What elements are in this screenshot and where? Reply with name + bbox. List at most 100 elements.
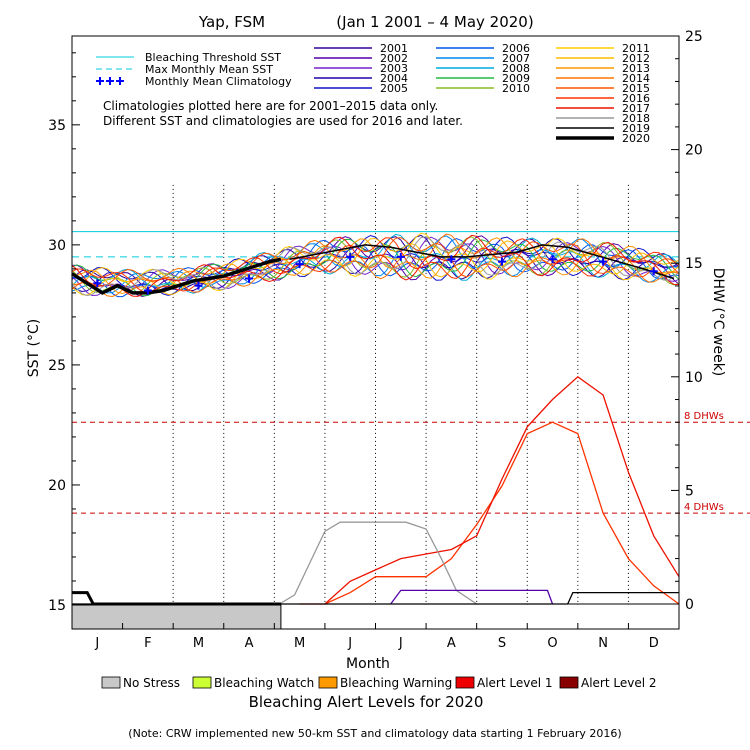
y2-axis-label: DHW (°C week) xyxy=(710,268,726,377)
dhw-line-2001 xyxy=(390,589,554,605)
climatology-point xyxy=(194,281,203,290)
dhw-reference-label: 4 DHWs xyxy=(684,502,724,513)
climatology-legend-label: Monthly Mean Climatology xyxy=(145,75,292,88)
year-legend-label: 2006 xyxy=(502,42,530,55)
y2-tick-label: 20 xyxy=(685,143,703,159)
year-legend-label: 2004 xyxy=(380,72,408,85)
x-tick-label: N xyxy=(598,636,608,651)
sst-line-2010 xyxy=(71,236,680,295)
year-legend-label: 2019 xyxy=(622,122,650,135)
y-tick-label: 25 xyxy=(48,358,66,374)
plot-area: 4 DHWs 8 DHWs 15 20 25 30 35 0 5 10 15 20 25 J F M A M J J A… xyxy=(48,29,750,690)
year-legend-label: 2015 xyxy=(622,82,650,95)
x-tick-label: J xyxy=(94,636,99,651)
alert-legend-swatch xyxy=(559,676,579,689)
dhw-line-2019 xyxy=(72,591,679,605)
x-tick-label: A xyxy=(245,636,254,651)
sst-line-2020 xyxy=(71,257,282,295)
legend-cross xyxy=(106,77,114,85)
y-tick-label: 20 xyxy=(48,478,66,494)
y2-tick-label: 5 xyxy=(685,483,694,499)
x-tick-label: S xyxy=(498,636,506,651)
year-legend-label: 2007 xyxy=(502,52,530,65)
year-legend-label: 2005 xyxy=(380,82,408,95)
sst-line-2012 xyxy=(71,237,680,295)
climatology-point xyxy=(447,255,456,264)
climatology-note-2: Different SST and climatologies are used… xyxy=(103,114,463,128)
alert-legend-swatch xyxy=(101,676,121,689)
x-tick-label: M xyxy=(193,636,204,651)
x-tick-label: J xyxy=(398,636,403,651)
y-tick-label: 30 xyxy=(48,238,66,254)
alert-legend-label: No Stress xyxy=(123,676,180,690)
year-legend-label: 2017 xyxy=(622,102,650,115)
year-legend-label: 2016 xyxy=(622,92,650,105)
x-tick-label: F xyxy=(144,636,151,651)
y-tick-label: 35 xyxy=(48,118,66,134)
x-tick-label: M xyxy=(294,636,305,651)
y2-tick-label: 25 xyxy=(685,29,703,45)
climatology-legend-label: Bleaching Threshold SST xyxy=(145,51,281,64)
sst-line-2014 xyxy=(71,233,680,298)
alert-legend-title: Bleaching Alert Levels for 2020 xyxy=(249,693,484,711)
climatology-point xyxy=(599,257,608,266)
sst-line-2019 xyxy=(289,244,675,280)
y-axis-label: SST (°C) xyxy=(26,319,42,377)
alert-legend-swatch xyxy=(192,676,212,689)
legend-cross xyxy=(96,77,104,85)
sst-line-2013 xyxy=(72,237,680,295)
no-stress-bar xyxy=(71,604,282,630)
sst-line-2007 xyxy=(71,235,680,294)
x-tick-label: O xyxy=(547,636,557,651)
legend-cross xyxy=(116,77,124,85)
climatology-point xyxy=(295,260,304,269)
chart-subtitle: (Jan 1 2001 – 4 May 2020) xyxy=(336,13,533,31)
sst-line-2018 xyxy=(71,236,680,297)
year-legend-label: 2018 xyxy=(622,112,650,125)
x-tick-label: D xyxy=(649,636,659,651)
year-legend-label: 2010 xyxy=(502,82,530,95)
climatology-legend-label: Max Monthly Mean SST xyxy=(145,63,273,76)
sst-line-2003 xyxy=(71,236,680,297)
y2-tick-label: 0 xyxy=(685,597,694,613)
alert-legend-label: Alert Level 2 xyxy=(581,676,657,690)
climatology-point xyxy=(396,252,405,261)
year-legend-label: 2011 xyxy=(622,42,650,55)
climatology-point xyxy=(245,274,254,283)
dhw-line-2018 xyxy=(279,521,478,605)
footer-note: (Note: CRW implemented new 50-km SST and… xyxy=(128,727,621,740)
year-legend-label: 2009 xyxy=(502,72,530,85)
chart-title: Yap, FSM xyxy=(198,13,265,31)
climatology-point xyxy=(346,252,355,261)
climatology-point xyxy=(497,257,506,266)
y2-tick-label: 15 xyxy=(685,256,703,272)
alert-legend-swatch xyxy=(455,676,475,689)
year-legend-label: 2013 xyxy=(622,62,650,75)
x-axis-label: Month xyxy=(346,656,390,672)
climatology-point xyxy=(93,279,102,288)
x-tick-label: J xyxy=(347,636,352,651)
climatology-point xyxy=(143,286,152,295)
year-legend-label: 2003 xyxy=(380,62,408,75)
climatology-note-1: Climatologies plotted here are for 2001–… xyxy=(103,99,438,113)
year-legend-label: 2002 xyxy=(380,52,408,65)
sst-line-2017 xyxy=(71,234,680,297)
climatology-point xyxy=(649,267,658,276)
climatology-point xyxy=(548,255,557,264)
alert-legend-label: Bleaching Watch xyxy=(214,676,314,690)
year-legend-label: 2020 xyxy=(622,132,650,145)
sst-line-2015 xyxy=(71,237,680,293)
x-tick-label: A xyxy=(447,636,456,651)
y-tick-label: 15 xyxy=(48,598,66,614)
year-legend-label: 2008 xyxy=(502,62,530,75)
year-legend-label: 2014 xyxy=(622,72,650,85)
alert-legend-label: Alert Level 1 xyxy=(477,676,553,690)
dhw-reference-label: 8 DHWs xyxy=(684,411,724,422)
alert-legend-label: Bleaching Warning xyxy=(340,676,452,690)
y2-tick-label: 10 xyxy=(685,370,703,386)
year-legend-label: 2001 xyxy=(380,42,408,55)
dhw-line-2017 xyxy=(324,375,680,605)
dhw-line-2016 xyxy=(299,421,680,605)
alert-legend-swatch xyxy=(318,676,338,689)
